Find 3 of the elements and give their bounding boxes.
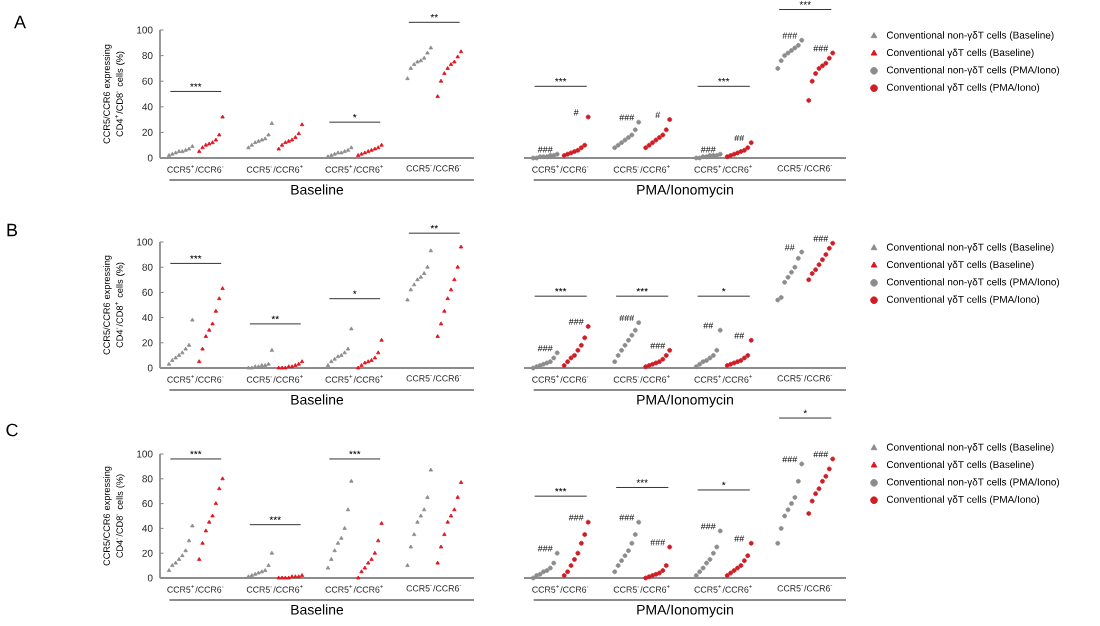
text: C [6, 423, 18, 437]
text: B [7, 223, 18, 237]
text: A [14, 15, 26, 29]
